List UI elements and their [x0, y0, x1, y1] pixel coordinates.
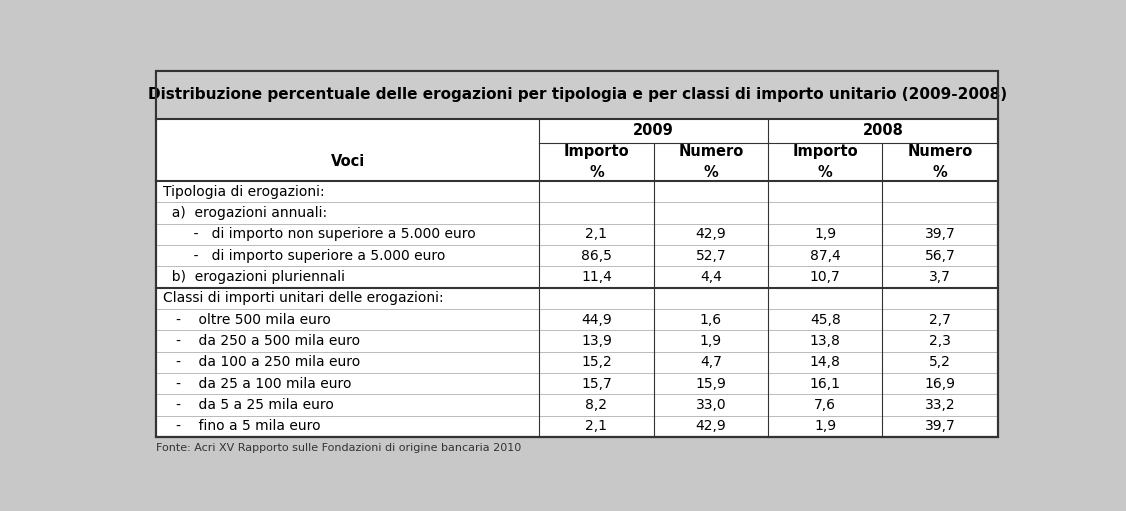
Text: 7,6: 7,6 — [814, 398, 837, 412]
Text: Distribuzione percentuale delle erogazioni per tipologia e per classi di importo: Distribuzione percentuale delle erogazio… — [148, 87, 1007, 102]
Text: 2,3: 2,3 — [929, 334, 951, 348]
Text: 56,7: 56,7 — [924, 249, 956, 263]
Text: -   di importo superiore a 5.000 euro: - di importo superiore a 5.000 euro — [163, 249, 446, 263]
Text: Numero
%: Numero % — [908, 144, 973, 180]
Text: 39,7: 39,7 — [924, 420, 956, 433]
Text: 2,1: 2,1 — [586, 420, 607, 433]
Text: b)  erogazioni pluriennali: b) erogazioni pluriennali — [163, 270, 346, 284]
Text: Tipologia di erogazioni:: Tipologia di erogazioni: — [163, 184, 325, 199]
Text: 87,4: 87,4 — [810, 249, 841, 263]
Text: -    da 5 a 25 mila euro: - da 5 a 25 mila euro — [163, 398, 334, 412]
Text: 8,2: 8,2 — [586, 398, 607, 412]
Text: 14,8: 14,8 — [810, 355, 841, 369]
Text: Voci: Voci — [331, 154, 365, 169]
Text: 2,7: 2,7 — [929, 313, 951, 327]
Text: -    da 25 a 100 mila euro: - da 25 a 100 mila euro — [163, 377, 352, 391]
Text: 15,7: 15,7 — [581, 377, 611, 391]
Text: 4,4: 4,4 — [700, 270, 722, 284]
Text: 16,1: 16,1 — [810, 377, 841, 391]
Text: 44,9: 44,9 — [581, 313, 611, 327]
Text: 13,8: 13,8 — [810, 334, 841, 348]
Text: 2009: 2009 — [633, 123, 674, 138]
Text: 1,9: 1,9 — [814, 420, 837, 433]
Text: 1,9: 1,9 — [814, 227, 837, 241]
Text: 42,9: 42,9 — [696, 420, 726, 433]
Text: 1,6: 1,6 — [699, 313, 722, 327]
Text: Fonte: Acri XV Rapporto sulle Fondazioni di origine bancaria 2010: Fonte: Acri XV Rapporto sulle Fondazioni… — [157, 443, 521, 453]
Text: 42,9: 42,9 — [696, 227, 726, 241]
Text: 45,8: 45,8 — [810, 313, 841, 327]
Text: 86,5: 86,5 — [581, 249, 611, 263]
Text: -    da 250 a 500 mila euro: - da 250 a 500 mila euro — [163, 334, 360, 348]
Text: 15,9: 15,9 — [696, 377, 726, 391]
Text: -    fino a 5 mila euro: - fino a 5 mila euro — [163, 420, 321, 433]
Text: 5,2: 5,2 — [929, 355, 951, 369]
Bar — [157, 71, 998, 119]
Text: 10,7: 10,7 — [810, 270, 841, 284]
Text: 39,7: 39,7 — [924, 227, 956, 241]
Text: Importo
%: Importo % — [793, 144, 858, 180]
Text: 33,0: 33,0 — [696, 398, 726, 412]
Text: Classi di importi unitari delle erogazioni:: Classi di importi unitari delle erogazio… — [163, 291, 444, 306]
Text: 2008: 2008 — [863, 123, 903, 138]
Text: 16,9: 16,9 — [924, 377, 956, 391]
Text: 3,7: 3,7 — [929, 270, 951, 284]
Text: 33,2: 33,2 — [924, 398, 955, 412]
Text: Importo
%: Importo % — [564, 144, 629, 180]
Text: 15,2: 15,2 — [581, 355, 611, 369]
Text: -    oltre 500 mila euro: - oltre 500 mila euro — [163, 313, 331, 327]
Text: -   di importo non superiore a 5.000 euro: - di importo non superiore a 5.000 euro — [163, 227, 476, 241]
Text: a)  erogazioni annuali:: a) erogazioni annuali: — [163, 206, 328, 220]
Text: 4,7: 4,7 — [700, 355, 722, 369]
Text: 13,9: 13,9 — [581, 334, 611, 348]
Text: -    da 100 a 250 mila euro: - da 100 a 250 mila euro — [163, 355, 360, 369]
Text: 11,4: 11,4 — [581, 270, 611, 284]
Text: 1,9: 1,9 — [699, 334, 722, 348]
Text: Numero
%: Numero % — [678, 144, 743, 180]
Text: 52,7: 52,7 — [696, 249, 726, 263]
Text: 2,1: 2,1 — [586, 227, 607, 241]
